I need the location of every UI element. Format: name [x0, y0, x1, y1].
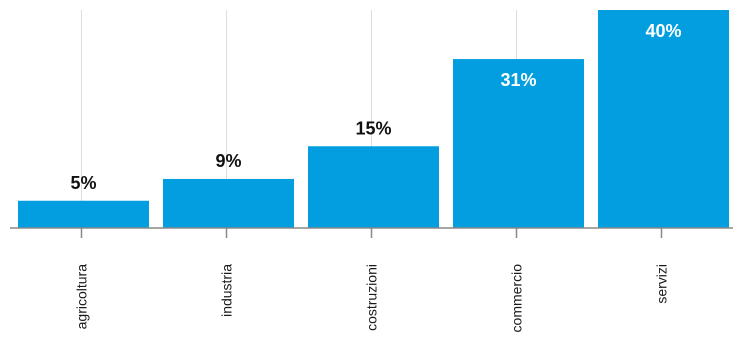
tick-label-agricoltura: agricoltura [74, 264, 90, 330]
data-labels: 5% 9% 15% 31% 40% [70, 21, 681, 193]
data-label-agricoltura: 5% [70, 173, 96, 193]
data-label-servizi: 40% [645, 21, 681, 41]
data-label-costruzioni: 15% [355, 118, 391, 138]
x-tick-labels: agricoltura industria costruzioni commercio… [74, 264, 670, 333]
tick-label-servizi: servizi [654, 264, 670, 304]
bars [18, 10, 729, 228]
bar-servizi[interactable] [598, 10, 729, 228]
bar-commercio[interactable] [453, 59, 584, 228]
tick-label-industria: industria [219, 264, 235, 317]
data-label-commercio: 31% [500, 70, 536, 90]
tick-label-costruzioni: costruzioni [364, 264, 380, 331]
bar-costruzioni[interactable] [308, 146, 439, 228]
x-axis [10, 227, 733, 238]
data-label-industria: 9% [215, 151, 241, 171]
bar-agricoltura[interactable] [18, 200, 149, 228]
tick-label-commercio: commercio [509, 264, 525, 333]
bar-industria[interactable] [163, 178, 294, 228]
